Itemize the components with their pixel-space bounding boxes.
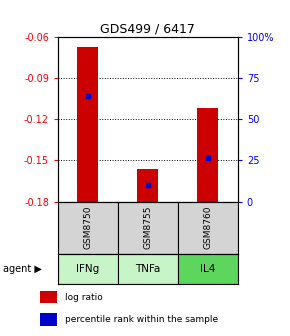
- Text: percentile rank within the sample: percentile rank within the sample: [65, 315, 218, 324]
- Bar: [118, 254, 178, 284]
- Text: GSM8755: GSM8755: [143, 206, 153, 249]
- Text: IFNg: IFNg: [76, 264, 99, 274]
- Text: GSM8760: GSM8760: [203, 206, 212, 249]
- Bar: [118, 202, 178, 254]
- Bar: [137, 169, 158, 202]
- Title: GDS499 / 6417: GDS499 / 6417: [100, 23, 195, 36]
- Bar: [197, 108, 218, 202]
- Bar: [58, 254, 118, 284]
- Bar: [178, 202, 238, 254]
- Bar: [58, 202, 118, 254]
- Text: TNFa: TNFa: [135, 264, 161, 274]
- Text: agent ▶: agent ▶: [3, 264, 42, 274]
- Bar: [40, 313, 57, 326]
- Text: log ratio: log ratio: [65, 293, 102, 302]
- Text: IL4: IL4: [200, 264, 215, 274]
- Bar: [178, 254, 238, 284]
- Text: GSM8750: GSM8750: [84, 206, 93, 249]
- Bar: [40, 291, 57, 303]
- Bar: [77, 47, 98, 202]
